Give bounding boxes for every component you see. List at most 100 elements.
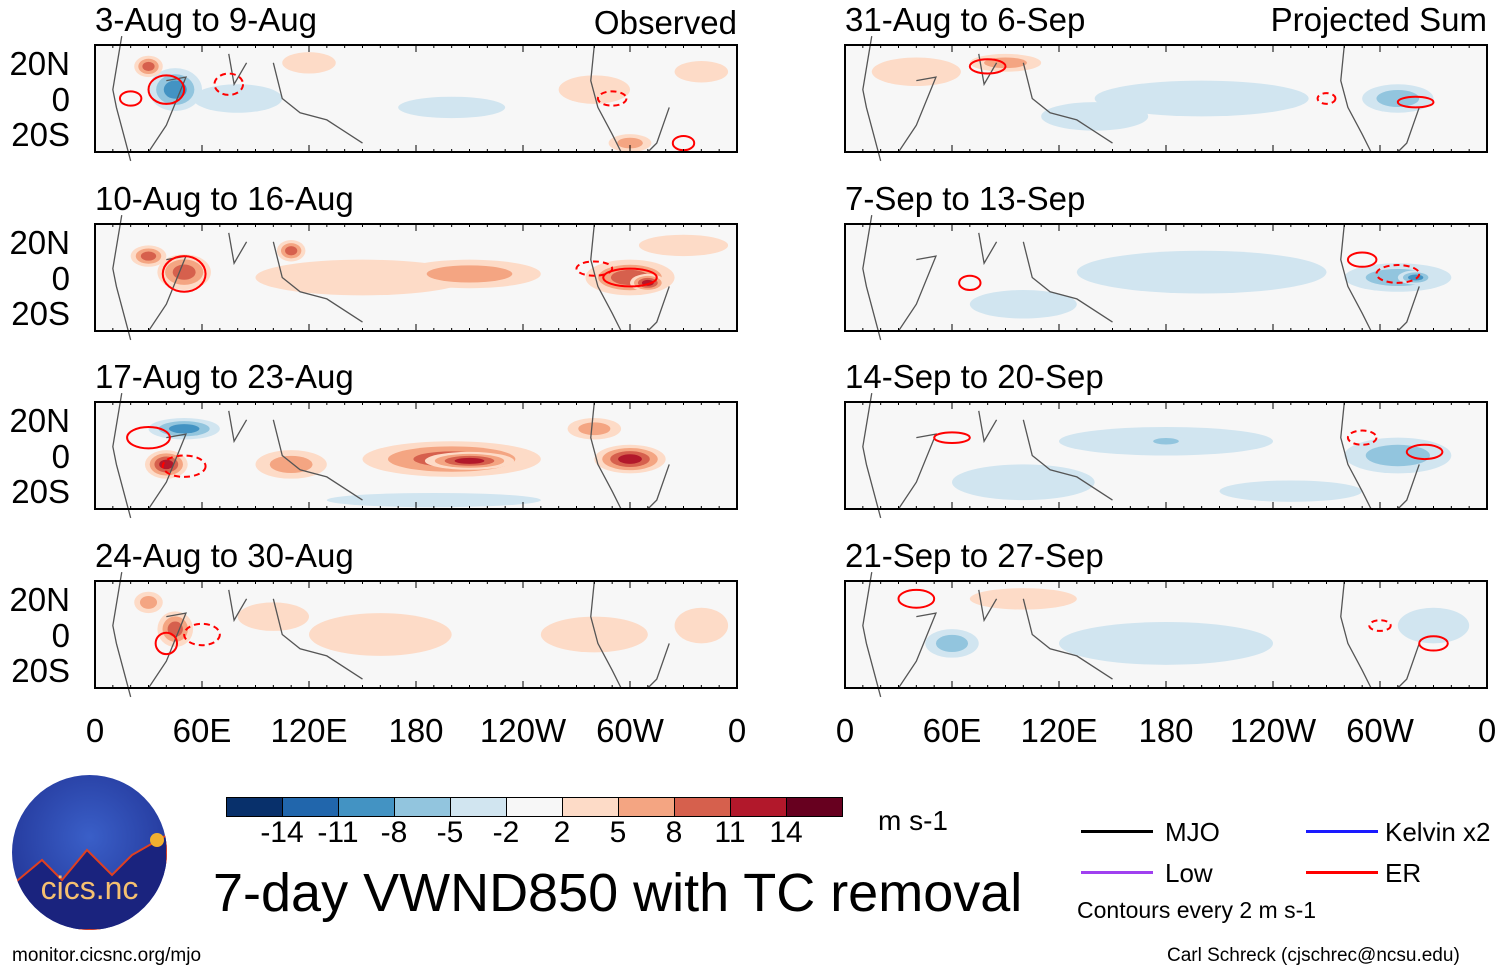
colorbar-swatch (339, 798, 395, 816)
coastline (590, 580, 622, 689)
lat-tick-label: 0 (51, 616, 70, 654)
coastline (978, 53, 998, 87)
anomaly-shading (1376, 89, 1420, 108)
coastline (647, 464, 670, 510)
coastline (272, 241, 363, 323)
legend-line-mjo (1081, 830, 1153, 833)
coastline (590, 44, 622, 153)
map-panel (94, 392, 738, 519)
coastline (112, 35, 132, 162)
anomaly-shading (454, 457, 485, 464)
colorbar (226, 797, 843, 817)
colorbar-swatch (675, 798, 731, 816)
er-contour (602, 267, 658, 288)
er-contour (1418, 635, 1449, 652)
lon-tick-label: 60W (596, 712, 664, 749)
anomaly-shading (282, 52, 336, 74)
er-contour (933, 431, 971, 445)
coastline (112, 392, 132, 519)
anomaly-shading (167, 621, 183, 637)
legend-label-kelvin: Kelvin x2 (1385, 817, 1491, 847)
lon-tick-label: 120E (270, 712, 348, 749)
legend-line-kelvin (1306, 830, 1378, 833)
lat-tick-label: 0 (51, 259, 70, 297)
coastline (1340, 44, 1372, 153)
lon-tick-label: 120W (479, 712, 567, 749)
er-contour (575, 260, 614, 277)
panel-title: 31-Aug to 6-Sep (845, 1, 1086, 38)
anomaly-shading (237, 602, 309, 631)
coastline (1022, 241, 1113, 323)
anomaly-shading (1094, 80, 1309, 117)
anomaly-shading (309, 613, 452, 656)
er-contour (161, 454, 207, 478)
coastline (1340, 580, 1372, 689)
anomaly-shading (969, 289, 1077, 319)
colorbar-label: -11 (317, 816, 359, 849)
er-contour (968, 58, 1007, 75)
coastline (862, 35, 882, 162)
colorbar-swatch (619, 798, 675, 816)
er-contour (897, 588, 936, 609)
lon-tick-label: 0 (727, 712, 747, 749)
logo-text: cics.nc (40, 870, 139, 906)
source-url[interactable]: monitor.cicsnc.org/mjo (12, 945, 202, 966)
colorbar-swatch (227, 798, 283, 816)
colorbar-label: -8 (380, 816, 408, 849)
coastline (1022, 419, 1113, 501)
lon-tick-label: 120E (1020, 712, 1098, 749)
anomaly-shading (578, 422, 611, 436)
map-panel (844, 392, 1488, 519)
coastline (1022, 598, 1113, 680)
legend-line-er (1306, 871, 1378, 874)
lon-tick-label: 0 (85, 712, 105, 749)
coastline (897, 433, 937, 510)
anomaly-shading (618, 454, 642, 464)
anomaly-shading (1365, 444, 1430, 467)
anomaly-shading (326, 492, 541, 508)
anomaly-shading (558, 75, 630, 104)
lat-tick-label: 20N (9, 580, 70, 618)
coastline (1397, 643, 1420, 689)
map-panel (94, 214, 738, 341)
colorbar-label: -2 (492, 816, 520, 849)
lon-tick-label: 60W (1346, 712, 1414, 749)
coastline (897, 612, 937, 689)
coastline (112, 571, 132, 698)
coastline (862, 392, 882, 519)
anomaly-shading (159, 459, 174, 470)
coastline (862, 571, 882, 698)
coastline (862, 214, 882, 341)
anomaly-shading (674, 61, 729, 83)
anomaly-shading (935, 634, 969, 652)
coastline (272, 419, 363, 501)
colorbar-label: 5 (609, 816, 627, 849)
map-panel (844, 571, 1488, 698)
colorbar-label: 2 (553, 816, 571, 849)
anomaly-shading (426, 265, 513, 283)
coastline (1340, 401, 1372, 510)
coastline (897, 255, 937, 332)
legend-label-er: ER (1385, 858, 1422, 888)
coastline (978, 410, 998, 444)
colorbar-swatch (395, 798, 451, 816)
coastline (590, 401, 622, 510)
anomaly-shading (1153, 438, 1179, 445)
lon-tick-label: 0 (835, 712, 855, 749)
er-contour (1316, 92, 1337, 105)
legend-label-mjo: MJO (1165, 817, 1220, 847)
lon-tick-label: 0 (1477, 712, 1497, 749)
er-contour (1346, 251, 1378, 268)
panel-title: 3-Aug to 9-Aug (95, 1, 317, 38)
er-contour (1396, 95, 1435, 109)
lat-tick-label: 0 (51, 80, 70, 118)
lon-tick-label: 60E (172, 712, 232, 749)
er-contour (1405, 443, 1444, 461)
figure-title: 7-day VWND850 with TC removal (213, 863, 1023, 923)
lon-tick-label: 180 (1138, 712, 1194, 749)
lon-tick-label: 180 (388, 712, 444, 749)
anomaly-shading (1076, 250, 1327, 294)
panel-title: 17-Aug to 23-Aug (95, 358, 354, 395)
anomaly-shading (1219, 480, 1363, 502)
colorbar-swatch (787, 798, 842, 816)
